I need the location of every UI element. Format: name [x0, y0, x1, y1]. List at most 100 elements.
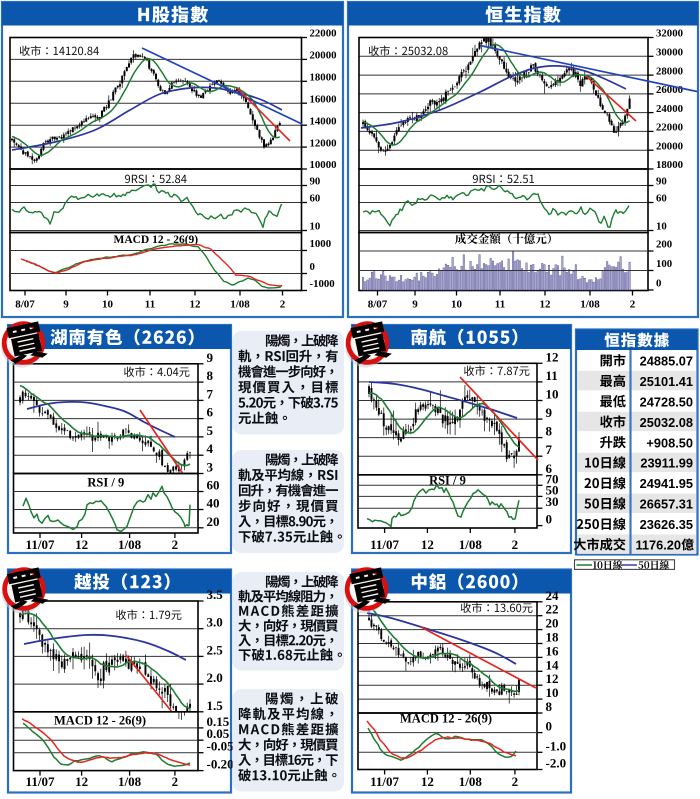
svg-text:2: 2	[280, 299, 286, 311]
svg-text:12: 12	[421, 774, 434, 789]
svg-text:0: 0	[656, 278, 661, 290]
svg-text:8: 8	[546, 699, 553, 714]
svg-text:0: 0	[546, 719, 553, 734]
svg-text:18000: 18000	[310, 72, 337, 84]
svg-text:8: 8	[207, 368, 214, 383]
svg-text:23626.35: 23626.35	[640, 517, 693, 532]
svg-text:10: 10	[546, 685, 559, 700]
svg-text:60: 60	[656, 193, 667, 205]
svg-text:11/07: 11/07	[370, 537, 399, 552]
svg-text:2: 2	[630, 299, 636, 311]
svg-text:30: 30	[546, 494, 559, 509]
svg-text:24728.50: 24728.50	[640, 394, 693, 409]
svg-text:11: 11	[495, 299, 505, 311]
svg-text:+908.50: +908.50	[646, 435, 693, 450]
svg-text:2.5: 2.5	[207, 642, 224, 657]
svg-text:16000: 16000	[310, 94, 337, 106]
svg-text:14: 14	[546, 657, 560, 672]
svg-text:2: 2	[172, 537, 179, 552]
svg-text:12: 12	[546, 349, 559, 364]
svg-text:-0.20: -0.20	[207, 757, 234, 772]
svg-text:-0.05: -0.05	[207, 739, 235, 754]
svg-text:-2.0: -2.0	[546, 756, 567, 771]
svg-text:18000: 18000	[656, 159, 683, 171]
svg-text:28000: 28000	[656, 65, 683, 77]
svg-text:70: 70	[546, 471, 559, 486]
svg-text:9: 9	[63, 299, 69, 311]
svg-text:5: 5	[207, 423, 214, 438]
svg-text:60: 60	[310, 193, 321, 205]
svg-text:MACD 12 - 26(9): MACD 12 - 26(9)	[400, 712, 492, 726]
svg-text:40: 40	[207, 496, 220, 511]
svg-text:7: 7	[207, 386, 214, 401]
svg-text:6: 6	[207, 405, 214, 420]
svg-text:24885.07: 24885.07	[640, 354, 693, 369]
svg-text:RSI / 9: RSI / 9	[87, 476, 124, 490]
svg-text:16: 16	[546, 643, 560, 658]
svg-text:11: 11	[546, 368, 558, 383]
svg-text:12: 12	[75, 774, 88, 789]
svg-text:1/08: 1/08	[118, 537, 142, 552]
svg-text:24941.95: 24941.95	[640, 476, 693, 491]
svg-text:20000: 20000	[656, 140, 683, 152]
svg-text:3.5: 3.5	[207, 587, 224, 602]
svg-text:12: 12	[421, 537, 434, 552]
svg-text:1.5: 1.5	[207, 698, 224, 713]
svg-text:12: 12	[540, 299, 552, 311]
svg-text:20: 20	[546, 616, 559, 631]
svg-text:9: 9	[546, 405, 553, 420]
svg-text:12: 12	[190, 299, 202, 311]
svg-text:9: 9	[412, 299, 418, 311]
svg-text:22000: 22000	[656, 122, 683, 134]
svg-text:1/08: 1/08	[118, 774, 142, 789]
svg-text:2: 2	[512, 774, 519, 789]
svg-text:8/07: 8/07	[15, 299, 35, 311]
svg-text:20000: 20000	[310, 50, 337, 62]
svg-text:1/08: 1/08	[580, 299, 600, 311]
svg-text:10: 10	[451, 299, 463, 311]
svg-text:60: 60	[207, 478, 220, 493]
svg-text:200: 200	[656, 239, 672, 251]
svg-text:10: 10	[310, 221, 321, 233]
svg-text:25032.08: 25032.08	[640, 415, 693, 430]
svg-text:0: 0	[310, 261, 315, 273]
svg-text:90: 90	[310, 176, 321, 188]
svg-text:4: 4	[207, 441, 214, 456]
svg-text:8/07: 8/07	[368, 299, 388, 311]
svg-text:8: 8	[546, 424, 553, 439]
svg-text:25101.41: 25101.41	[640, 374, 693, 389]
svg-text:32000: 32000	[656, 28, 683, 40]
svg-text:14000: 14000	[310, 115, 337, 127]
svg-text:1/08: 1/08	[230, 299, 250, 311]
svg-text:0.15: 0.15	[207, 714, 230, 729]
svg-text:50: 50	[546, 482, 559, 497]
svg-text:1176.20: 1176.20	[635, 538, 681, 553]
svg-text:0.05: 0.05	[207, 726, 230, 741]
svg-text:12: 12	[546, 671, 559, 686]
svg-text:-1.0: -1.0	[546, 738, 567, 753]
svg-text:24: 24	[546, 588, 560, 603]
svg-text:11/07: 11/07	[26, 774, 55, 789]
svg-text:1/08: 1/08	[459, 774, 483, 789]
svg-text:-1000: -1000	[310, 278, 335, 290]
svg-text:30000: 30000	[656, 47, 683, 59]
svg-text:1/08: 1/08	[459, 537, 483, 552]
svg-text:10: 10	[546, 387, 559, 402]
svg-text:2.0: 2.0	[207, 670, 223, 685]
svg-text:2: 2	[512, 537, 519, 552]
svg-text:11/07: 11/07	[26, 537, 55, 552]
svg-text:0: 0	[546, 512, 553, 527]
svg-text:18: 18	[546, 630, 560, 645]
svg-text:10: 10	[656, 221, 667, 233]
svg-text:90: 90	[656, 176, 667, 188]
svg-text:9: 9	[207, 350, 214, 365]
svg-text:22000: 22000	[310, 28, 337, 40]
svg-text:MACD 12 - 26(9): MACD 12 - 26(9)	[54, 714, 146, 728]
svg-text:11/07: 11/07	[370, 774, 399, 789]
svg-text:1000: 1000	[310, 238, 332, 250]
svg-text:7: 7	[546, 442, 553, 457]
svg-text:RSI / 9: RSI / 9	[429, 474, 466, 488]
svg-text:10000: 10000	[310, 159, 337, 171]
svg-text:20: 20	[207, 514, 220, 529]
svg-text:26657.31: 26657.31	[640, 497, 693, 512]
